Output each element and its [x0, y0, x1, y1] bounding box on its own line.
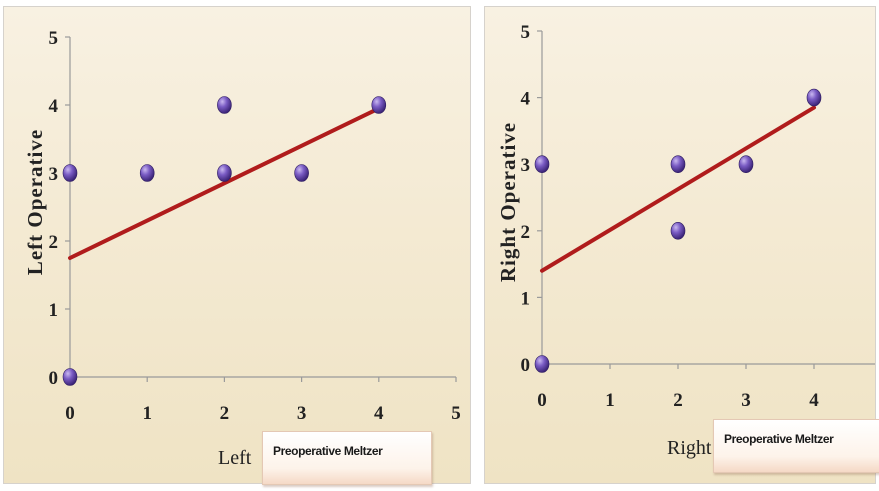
- left-x-tick-label: 3: [297, 403, 307, 424]
- right-data-point: [534, 355, 550, 373]
- right-data-point: [670, 222, 686, 240]
- right-x-tick-label: 3: [741, 390, 751, 411]
- right-y-tick-label: 4: [521, 89, 531, 110]
- right-data-point: [670, 155, 686, 173]
- left-data-point: [217, 164, 232, 182]
- left-x-tick-label: 0: [65, 403, 75, 424]
- right-data-point: [534, 155, 550, 173]
- left-data-point: [139, 164, 155, 182]
- left-data-point: [371, 96, 387, 114]
- right-y-tick-label: 3: [521, 155, 531, 176]
- right-y-tick-label: 1: [521, 288, 531, 309]
- right-y-axis-title: Right Operative: [496, 122, 520, 282]
- right-data-point: [806, 88, 822, 107]
- right-x-axis-label: Right: [667, 437, 712, 459]
- right-data-point: [738, 155, 754, 173]
- left-x-tick-label: 1: [142, 403, 152, 424]
- left-y-tick-label: 3: [49, 164, 59, 185]
- left-x-tick-label: 5: [451, 403, 461, 424]
- left-y-tick-label: 4: [49, 96, 59, 117]
- right-legend-box: Preoperative Meltzer: [713, 419, 879, 473]
- right-x-tick-label: 2: [673, 390, 683, 411]
- left-data-point: [217, 96, 232, 114]
- right-x-tick-label: 4: [809, 390, 819, 411]
- left-y-tick-label: 0: [49, 368, 59, 389]
- left-scatter-chart: 0 1 2 3 4 5 0 1 2 3 4 5 Left Operative: [23, 28, 461, 424]
- right-y-tick-label: 0: [521, 355, 531, 376]
- right-x-tick-label: 0: [537, 390, 547, 411]
- left-y-axis-title: Left Operative: [23, 129, 47, 275]
- right-x-tick-label: 1: [605, 390, 615, 411]
- left-data-point: [294, 164, 309, 182]
- left-data-point: [62, 368, 78, 386]
- right-y-tick-label: 2: [521, 222, 531, 243]
- left-y-tick-label: 1: [49, 300, 59, 321]
- left-data-point: [62, 164, 78, 182]
- left-y-tick-label: 2: [49, 232, 59, 253]
- right-y-tick-label: 5: [521, 22, 531, 43]
- right-chart-panel: 0 1 2 3 4 5 0 1 2 3 4 Right Operative Right Preoper…: [484, 6, 879, 484]
- left-x-tick-label: 2: [220, 403, 230, 424]
- left-chart-panel: 0 1 2 3 4 5 0 1 2 3 4 5 Left Operative Left Preopera…: [3, 6, 471, 485]
- right-trendline: [540, 105, 816, 273]
- left-x-tick-label: 4: [374, 403, 384, 424]
- left-trendline: [68, 106, 381, 260]
- left-legend-box: Preoperative Meltzer: [262, 431, 432, 485]
- left-x-axis-label: Left: [218, 447, 252, 469]
- left-y-tick-label: 5: [49, 28, 59, 49]
